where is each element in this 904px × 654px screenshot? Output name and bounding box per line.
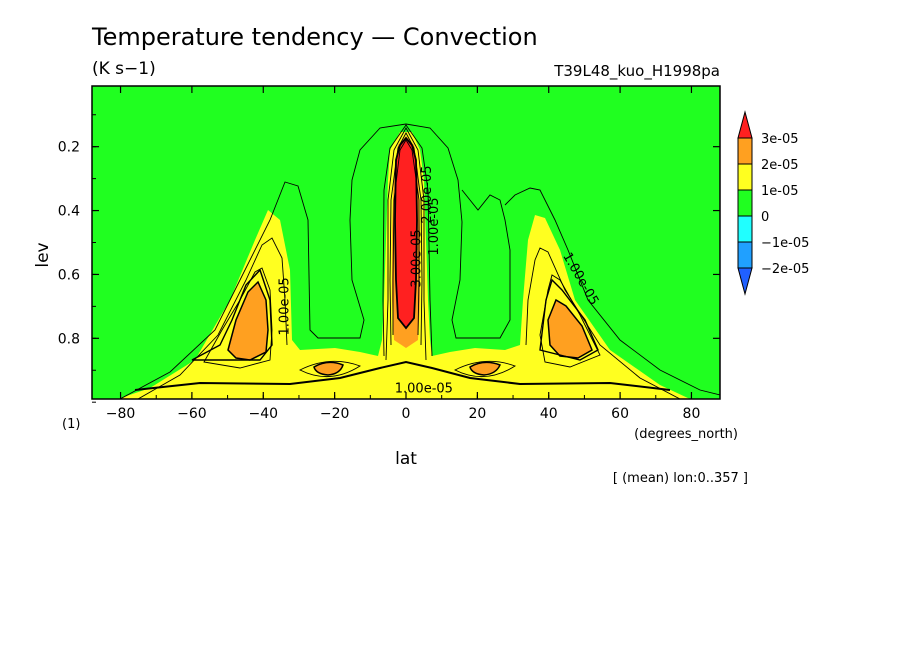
colorbar-level-label: 1e-05 [761,184,799,199]
y-units-label: (1) [62,417,80,432]
field-orange-sw [313,361,344,376]
averaging-footer: [ (mean) lon:0..357 ] [613,471,748,486]
x-axis-label: lat [395,449,417,469]
colorbar-level-label: 0 [761,210,769,225]
contour-label: 1.00e-05 [277,277,292,335]
x-tick-label: −80 [106,406,136,422]
colorbar-swatch [737,137,753,165]
contour-label: 1.00e-05 [395,382,453,397]
field-orange-se [469,361,502,376]
y-tick-label: 0.2 [58,140,80,156]
x-tick-label: 40 [540,406,558,422]
y-tick-label: 0.4 [58,204,80,220]
field-orange-east [547,298,593,359]
contour-lines [119,123,720,399]
colorbar-level-label: 2e-05 [761,158,799,173]
x-tick-label: −60 [177,406,207,422]
experiment-label: T39L48_kuo_H1998pa [553,62,720,81]
colorbar-swatch [737,241,753,269]
contour-label: 3.00e-05 [409,229,424,287]
field-orange-west [227,280,269,361]
colorbar: 3e-05 2e-05 1e-05 0 −1e-05 −2e-05 [737,110,809,296]
y-axis-label: lev [33,242,53,267]
x-tick-label: 20 [468,406,486,422]
y-axis: 0.2 0.4 0.6 0.8 [58,114,720,403]
contour-label: 1.00e-05 [427,197,442,255]
contour-label: 2.00e-05 [420,165,435,223]
units-subtitle: (K s−1) [92,59,156,79]
x-tick-label: 60 [611,406,629,422]
plot-area: 1.00e-051.00e-053.00e-052.00e-051.00e-05… [91,85,721,400]
chart-title: Temperature tendency — Convection [91,23,538,51]
y-tick-label: 0.8 [58,331,80,347]
x-tick-label: −40 [248,406,278,422]
x-units-label: (degrees_north) [634,427,738,442]
colorbar-level-label: 3e-05 [761,132,799,147]
x-tick-label: 80 [683,406,701,422]
colorbar-top-arrow [737,110,753,139]
colorbar-swatch [737,189,753,217]
x-tick-label: −20 [320,406,350,422]
colorbar-swatch [737,163,753,191]
x-axis: −80 −60 −40 −20 0 20 40 60 80 [106,86,701,422]
colorbar-level-label: −1e-05 [761,236,809,251]
colorbar-bottom-arrow [737,267,753,296]
field-red-core [394,136,418,330]
colorbar-swatch [737,215,753,243]
colorbar-level-label: −2e-05 [761,262,809,277]
x-tick-label: 0 [402,406,411,422]
y-tick-label: 0.6 [58,267,80,283]
